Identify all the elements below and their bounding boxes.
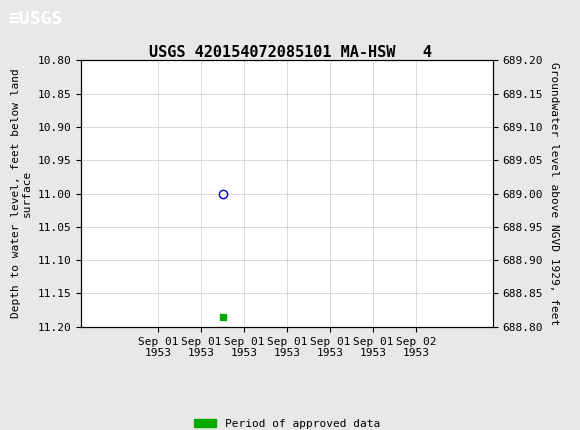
Y-axis label: Depth to water level, feet below land
surface: Depth to water level, feet below land su… [10, 69, 32, 318]
Text: USGS 420154072085101 MA-HSW   4: USGS 420154072085101 MA-HSW 4 [148, 45, 432, 60]
Text: ≡USGS: ≡USGS [9, 9, 63, 28]
Legend: Period of approved data: Period of approved data [190, 415, 385, 430]
Y-axis label: Groundwater level above NGVD 1929, feet: Groundwater level above NGVD 1929, feet [549, 62, 559, 325]
